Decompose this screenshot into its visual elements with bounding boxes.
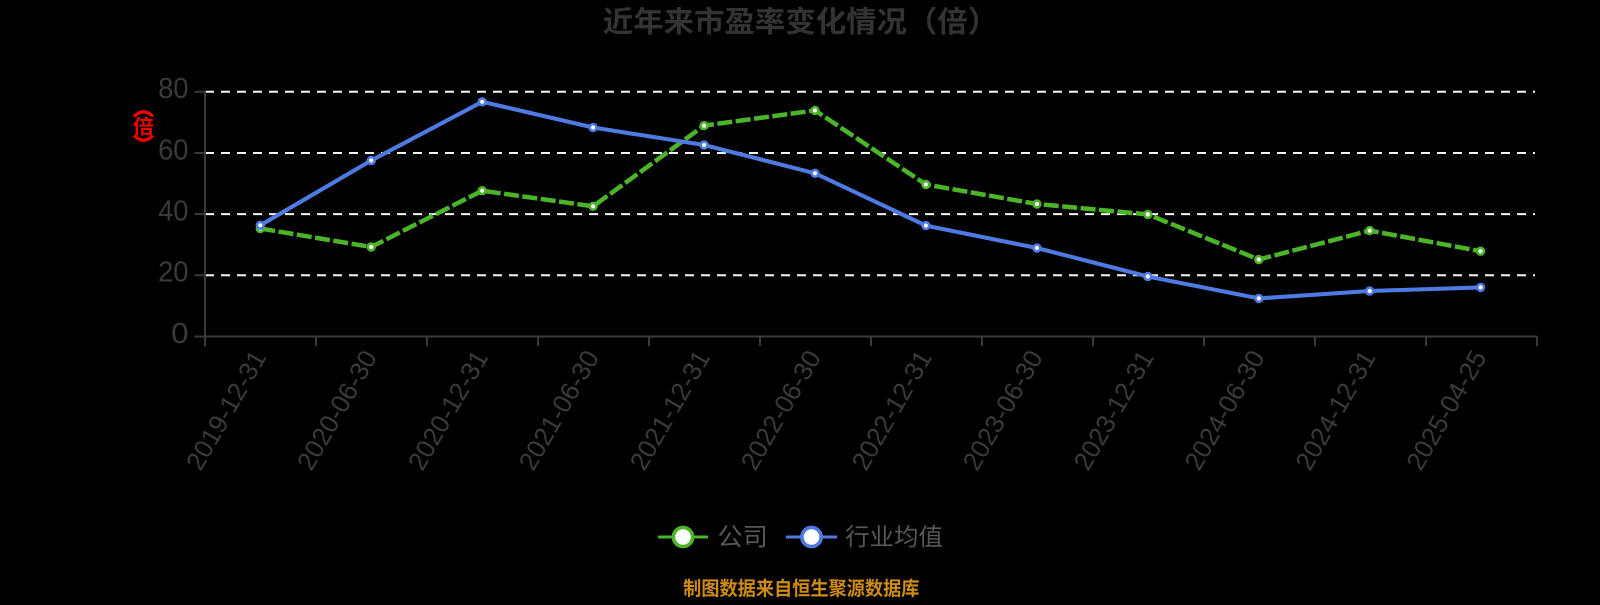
svg-text:40: 40	[158, 195, 188, 227]
svg-text:20: 20	[158, 256, 188, 288]
svg-text:80: 80	[158, 73, 188, 105]
svg-text:0: 0	[171, 318, 188, 349]
svg-text:60: 60	[158, 134, 188, 166]
